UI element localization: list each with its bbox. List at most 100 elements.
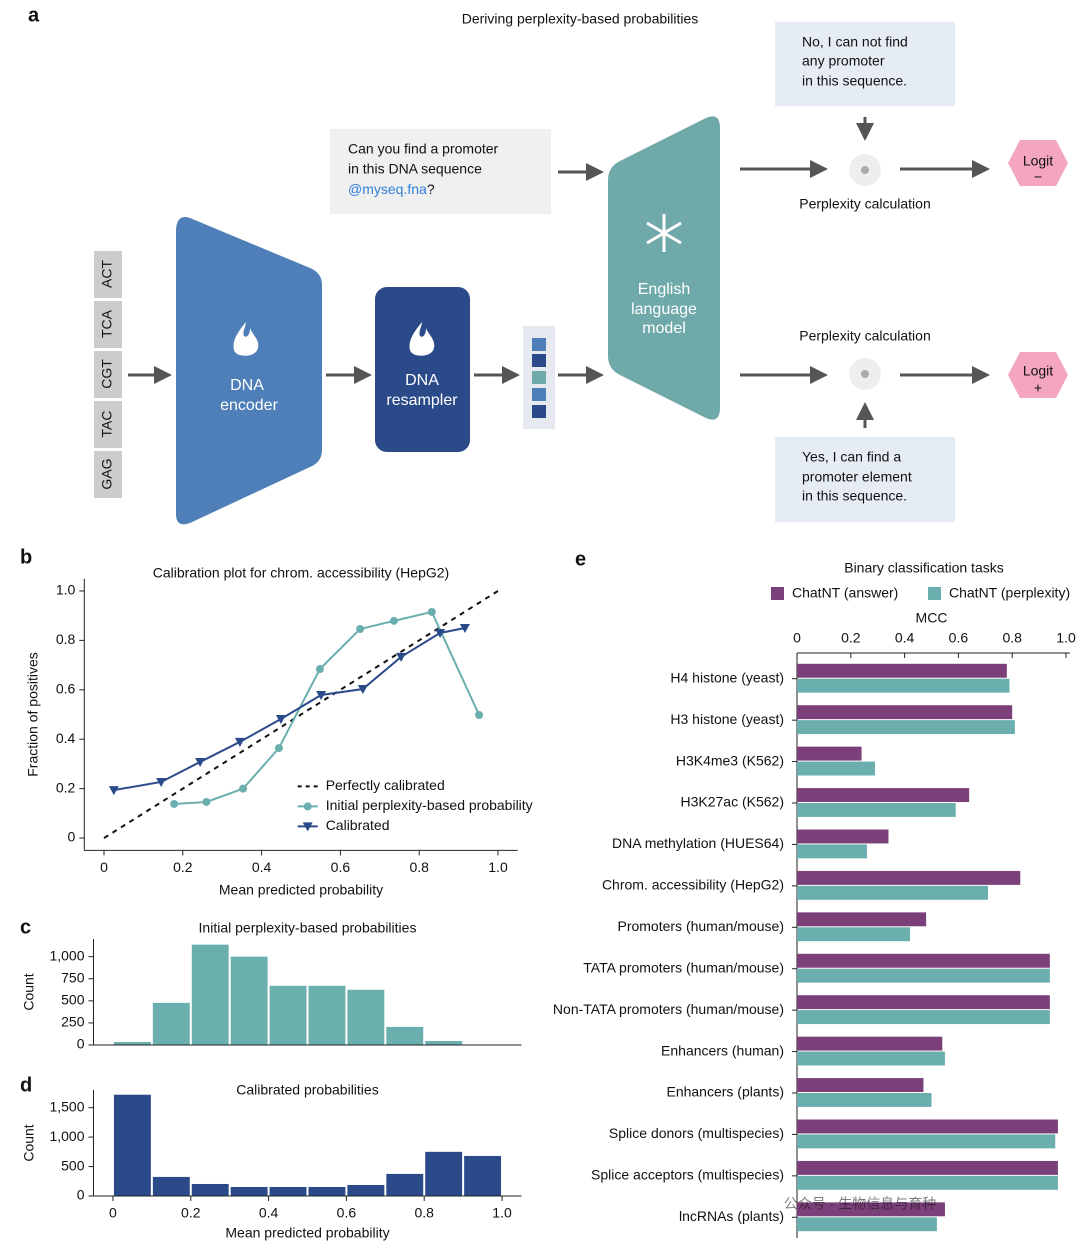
answer-text: Yes, I can find a [802, 449, 901, 465]
y-tick-label: 0.4 [56, 730, 76, 746]
legend-label: ChatNT (answer) [792, 585, 898, 601]
point [275, 714, 286, 724]
charts: b Fraction of positives Calibration plot f… [20, 546, 1076, 1240]
point [234, 737, 245, 747]
token [532, 388, 546, 401]
bar [425, 1041, 463, 1045]
y-tick-label: H3 histone (yeast) [670, 711, 784, 727]
x-axis-label: Mean predicted probability [219, 882, 383, 898]
bar [797, 927, 910, 942]
point [475, 710, 484, 719]
y-tick-label: 500 [61, 1157, 85, 1173]
bar [797, 995, 1050, 1010]
codon-box [94, 301, 122, 348]
y-axis-label: Count [21, 973, 37, 1010]
perplexity-label: Perplexity calculation [799, 328, 931, 344]
logit-sign: − [1034, 169, 1042, 185]
x-tick-label: 0.2 [181, 1205, 201, 1221]
codon: GAG [99, 458, 115, 489]
question: Can you find a promoter [348, 141, 499, 157]
panel-label: d [20, 1074, 32, 1096]
y-tick-label: Enhancers (human) [661, 1042, 784, 1058]
panel-label: e [575, 548, 586, 570]
logit-negative [1008, 140, 1068, 186]
point [239, 784, 248, 793]
trainable-icon [409, 322, 435, 356]
x-tick-label: 0.4 [895, 630, 915, 646]
bar [797, 1134, 1056, 1149]
bar [797, 1010, 1050, 1025]
bar [269, 985, 307, 1045]
y-tick-label: 1.0 [56, 582, 76, 598]
bar [797, 844, 867, 859]
answer-text: promoter element [802, 469, 912, 485]
block-label: English [638, 281, 690, 298]
legend-label: Calibrated [326, 817, 390, 833]
bar [308, 1186, 346, 1196]
y-tick-label: 0 [77, 1036, 85, 1052]
x-tick-label: 0.8 [409, 859, 429, 875]
y-tick-label: TATA promoters (human/mouse) [583, 959, 784, 975]
x-tick-label: 0.8 [414, 1205, 434, 1221]
point [427, 607, 436, 616]
legend-label: Initial perplexity-based probability [326, 797, 533, 813]
bar [797, 1202, 945, 1217]
y-tick-label: DNA methylation (HUES64) [612, 835, 784, 851]
panel-label: c [20, 916, 31, 938]
point [316, 690, 327, 700]
legend-label: ChatNT (perplexity) [949, 585, 1070, 601]
panel-a: a Deriving perplexity-based probabilitie… [28, 4, 1068, 525]
question: in this DNA sequence [348, 161, 482, 177]
x-tick-label: 0.2 [173, 859, 193, 875]
point [170, 799, 179, 808]
logit-positive [1008, 352, 1068, 398]
token [532, 354, 546, 367]
bar [797, 1217, 937, 1232]
node-dot [861, 370, 869, 378]
x-tick-label: 0.2 [841, 630, 861, 646]
bar [191, 1183, 229, 1196]
point [435, 628, 446, 638]
point [156, 777, 167, 787]
point [202, 797, 211, 806]
diagram-title: Deriving perplexity-based probabilities [462, 11, 699, 27]
point [274, 744, 283, 753]
y-tick-label: 0 [68, 829, 76, 845]
codon-box [94, 251, 122, 298]
codon-box [94, 401, 122, 448]
codon: TCA [99, 309, 115, 338]
x-tick-label: 0.8 [1002, 630, 1022, 646]
y-tick-label: 0.6 [56, 680, 76, 696]
y-tick-label: Splice donors (multispecies) [609, 1125, 784, 1141]
legend-swatch [771, 587, 784, 600]
x-tick-label: 0.6 [331, 859, 351, 875]
logit-label: Logit [1023, 153, 1053, 169]
perplexity-label: Perplexity calculation [799, 196, 931, 212]
point [357, 685, 368, 695]
y-tick-label: H3K4me3 (K562) [676, 752, 784, 768]
chart-title: Calibrated probabilities [236, 1082, 378, 1098]
y-tick-label: Chrom. accessibility (HepG2) [602, 877, 784, 893]
legend-marker [302, 822, 313, 832]
bar [797, 663, 1007, 678]
answer-text: any promoter [802, 53, 885, 69]
bar [797, 1175, 1058, 1190]
frozen-icon [646, 214, 682, 252]
legend-label: Perfectly calibrated [326, 777, 445, 793]
y-tick-label: H4 histone (yeast) [670, 669, 784, 685]
block-label: DNA [230, 377, 264, 394]
bar [797, 788, 970, 802]
y-tick-label: H3K27ac (K562) [680, 794, 784, 810]
bar [464, 1155, 502, 1196]
language-model [608, 116, 720, 420]
bar [386, 1026, 424, 1045]
bar [797, 885, 988, 900]
trainable-icon [233, 322, 259, 356]
bar [347, 989, 385, 1045]
point [108, 786, 119, 796]
y-axis-label: Count [21, 1124, 37, 1161]
answer-text: in this sequence. [802, 488, 907, 504]
bar [347, 1184, 385, 1196]
question-box [330, 129, 551, 214]
bar [152, 1176, 190, 1196]
